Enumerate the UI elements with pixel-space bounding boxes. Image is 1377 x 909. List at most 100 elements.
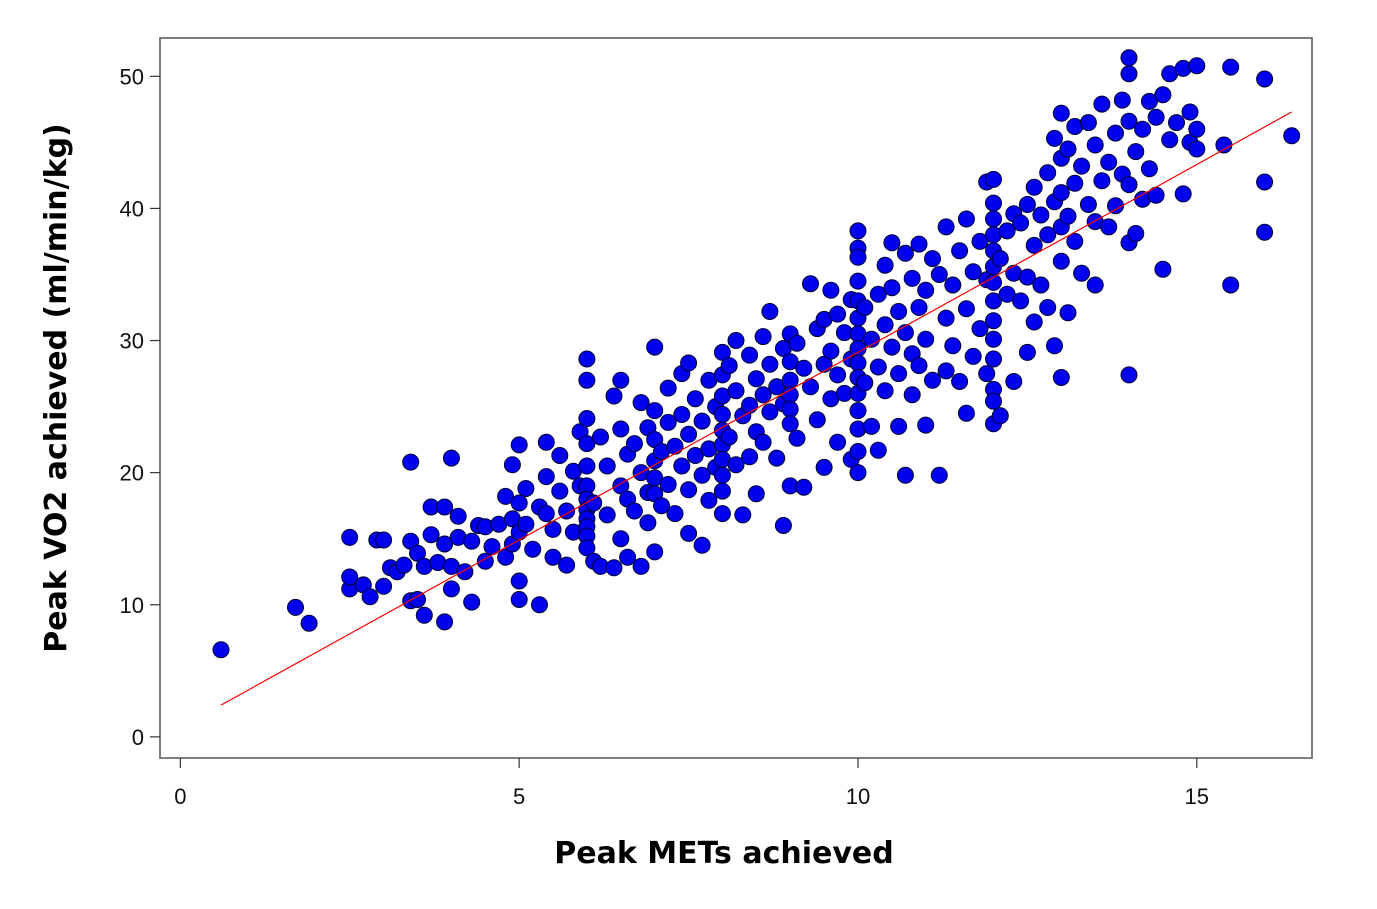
data-point bbox=[1032, 206, 1050, 224]
data-point bbox=[876, 382, 894, 400]
data-point bbox=[1086, 136, 1104, 154]
data-point bbox=[1079, 114, 1097, 132]
data-point bbox=[680, 481, 698, 499]
data-point bbox=[592, 428, 609, 446]
data-point bbox=[896, 466, 914, 484]
data-point bbox=[1073, 264, 1091, 282]
data-point bbox=[1025, 313, 1043, 331]
data-point bbox=[422, 526, 440, 544]
data-point bbox=[1025, 236, 1043, 254]
data-point bbox=[971, 320, 989, 338]
y-tick-label: 30 bbox=[120, 329, 144, 354]
data-point bbox=[822, 281, 840, 299]
data-point bbox=[930, 466, 948, 484]
data-point bbox=[849, 272, 867, 290]
data-point bbox=[1052, 184, 1070, 202]
data-point bbox=[924, 371, 941, 389]
data-point bbox=[510, 494, 528, 512]
data-point bbox=[910, 299, 928, 316]
y-tick-label: 10 bbox=[120, 593, 144, 618]
data-point bbox=[409, 591, 426, 608]
data-point bbox=[991, 407, 1009, 425]
data-point bbox=[1140, 92, 1158, 110]
data-point bbox=[1093, 95, 1111, 113]
data-point bbox=[673, 457, 691, 475]
y-tick-label: 50 bbox=[120, 64, 144, 89]
data-point bbox=[585, 494, 603, 512]
data-point bbox=[957, 210, 975, 228]
data-point bbox=[1120, 176, 1138, 194]
data-point bbox=[510, 572, 528, 590]
data-point bbox=[788, 429, 806, 447]
x-axis: 0 5 10 15 bbox=[174, 758, 1209, 809]
data-point bbox=[456, 563, 474, 581]
data-point bbox=[713, 482, 731, 500]
data-point bbox=[578, 539, 596, 557]
data-point bbox=[375, 577, 393, 595]
data-point bbox=[1168, 114, 1185, 132]
data-point bbox=[1052, 369, 1070, 386]
data-point bbox=[937, 218, 955, 236]
data-point bbox=[734, 506, 752, 524]
data-point bbox=[1154, 260, 1172, 278]
data-point bbox=[781, 386, 799, 404]
data-point bbox=[625, 435, 643, 453]
data-point bbox=[537, 433, 555, 451]
x-tick-label: 10 bbox=[846, 784, 870, 809]
data-point bbox=[849, 402, 867, 420]
data-point bbox=[1039, 226, 1057, 244]
data-point bbox=[463, 593, 481, 611]
data-point bbox=[883, 338, 901, 356]
data-point bbox=[632, 394, 650, 412]
data-point bbox=[659, 413, 677, 431]
data-point bbox=[436, 498, 454, 516]
data-point bbox=[883, 234, 901, 252]
data-point bbox=[761, 403, 779, 421]
data-point bbox=[361, 588, 379, 606]
data-point bbox=[1120, 65, 1138, 83]
y-axis: 0 10 20 30 40 50 bbox=[120, 64, 160, 750]
data-point bbox=[727, 382, 745, 400]
data-point bbox=[375, 531, 393, 549]
data-point bbox=[1107, 124, 1124, 142]
data-point bbox=[713, 343, 731, 361]
data-point bbox=[619, 548, 637, 566]
data-point bbox=[693, 412, 711, 430]
data-point bbox=[883, 279, 901, 297]
data-point bbox=[754, 386, 772, 404]
data-point bbox=[395, 556, 413, 574]
data-point bbox=[1161, 131, 1179, 149]
data-point bbox=[598, 506, 616, 524]
data-point bbox=[713, 466, 731, 484]
data-point bbox=[1215, 136, 1233, 154]
data-point bbox=[957, 404, 975, 422]
data-point bbox=[1052, 104, 1070, 122]
data-point bbox=[896, 244, 914, 262]
data-point bbox=[1039, 164, 1057, 182]
data-point bbox=[1046, 129, 1063, 147]
data-point bbox=[985, 330, 1002, 348]
data-point bbox=[998, 285, 1016, 303]
data-point bbox=[971, 232, 989, 250]
data-point bbox=[741, 346, 759, 364]
data-point bbox=[1059, 304, 1077, 322]
data-point bbox=[551, 482, 569, 500]
data-point bbox=[1147, 108, 1165, 126]
data-point bbox=[727, 456, 745, 474]
data-point bbox=[1046, 337, 1063, 355]
data-point bbox=[1181, 103, 1199, 121]
data-point bbox=[605, 559, 623, 577]
data-point bbox=[985, 312, 1002, 330]
data-point bbox=[1134, 120, 1152, 138]
data-point bbox=[978, 365, 996, 383]
data-point bbox=[1059, 207, 1077, 225]
data-point bbox=[917, 330, 935, 348]
data-point bbox=[951, 373, 969, 390]
data-point bbox=[937, 309, 955, 327]
data-point bbox=[1283, 127, 1301, 145]
data-point bbox=[849, 354, 867, 372]
data-point bbox=[1188, 140, 1206, 158]
data-point bbox=[829, 366, 847, 384]
data-point bbox=[741, 448, 759, 466]
data-point bbox=[578, 410, 596, 427]
